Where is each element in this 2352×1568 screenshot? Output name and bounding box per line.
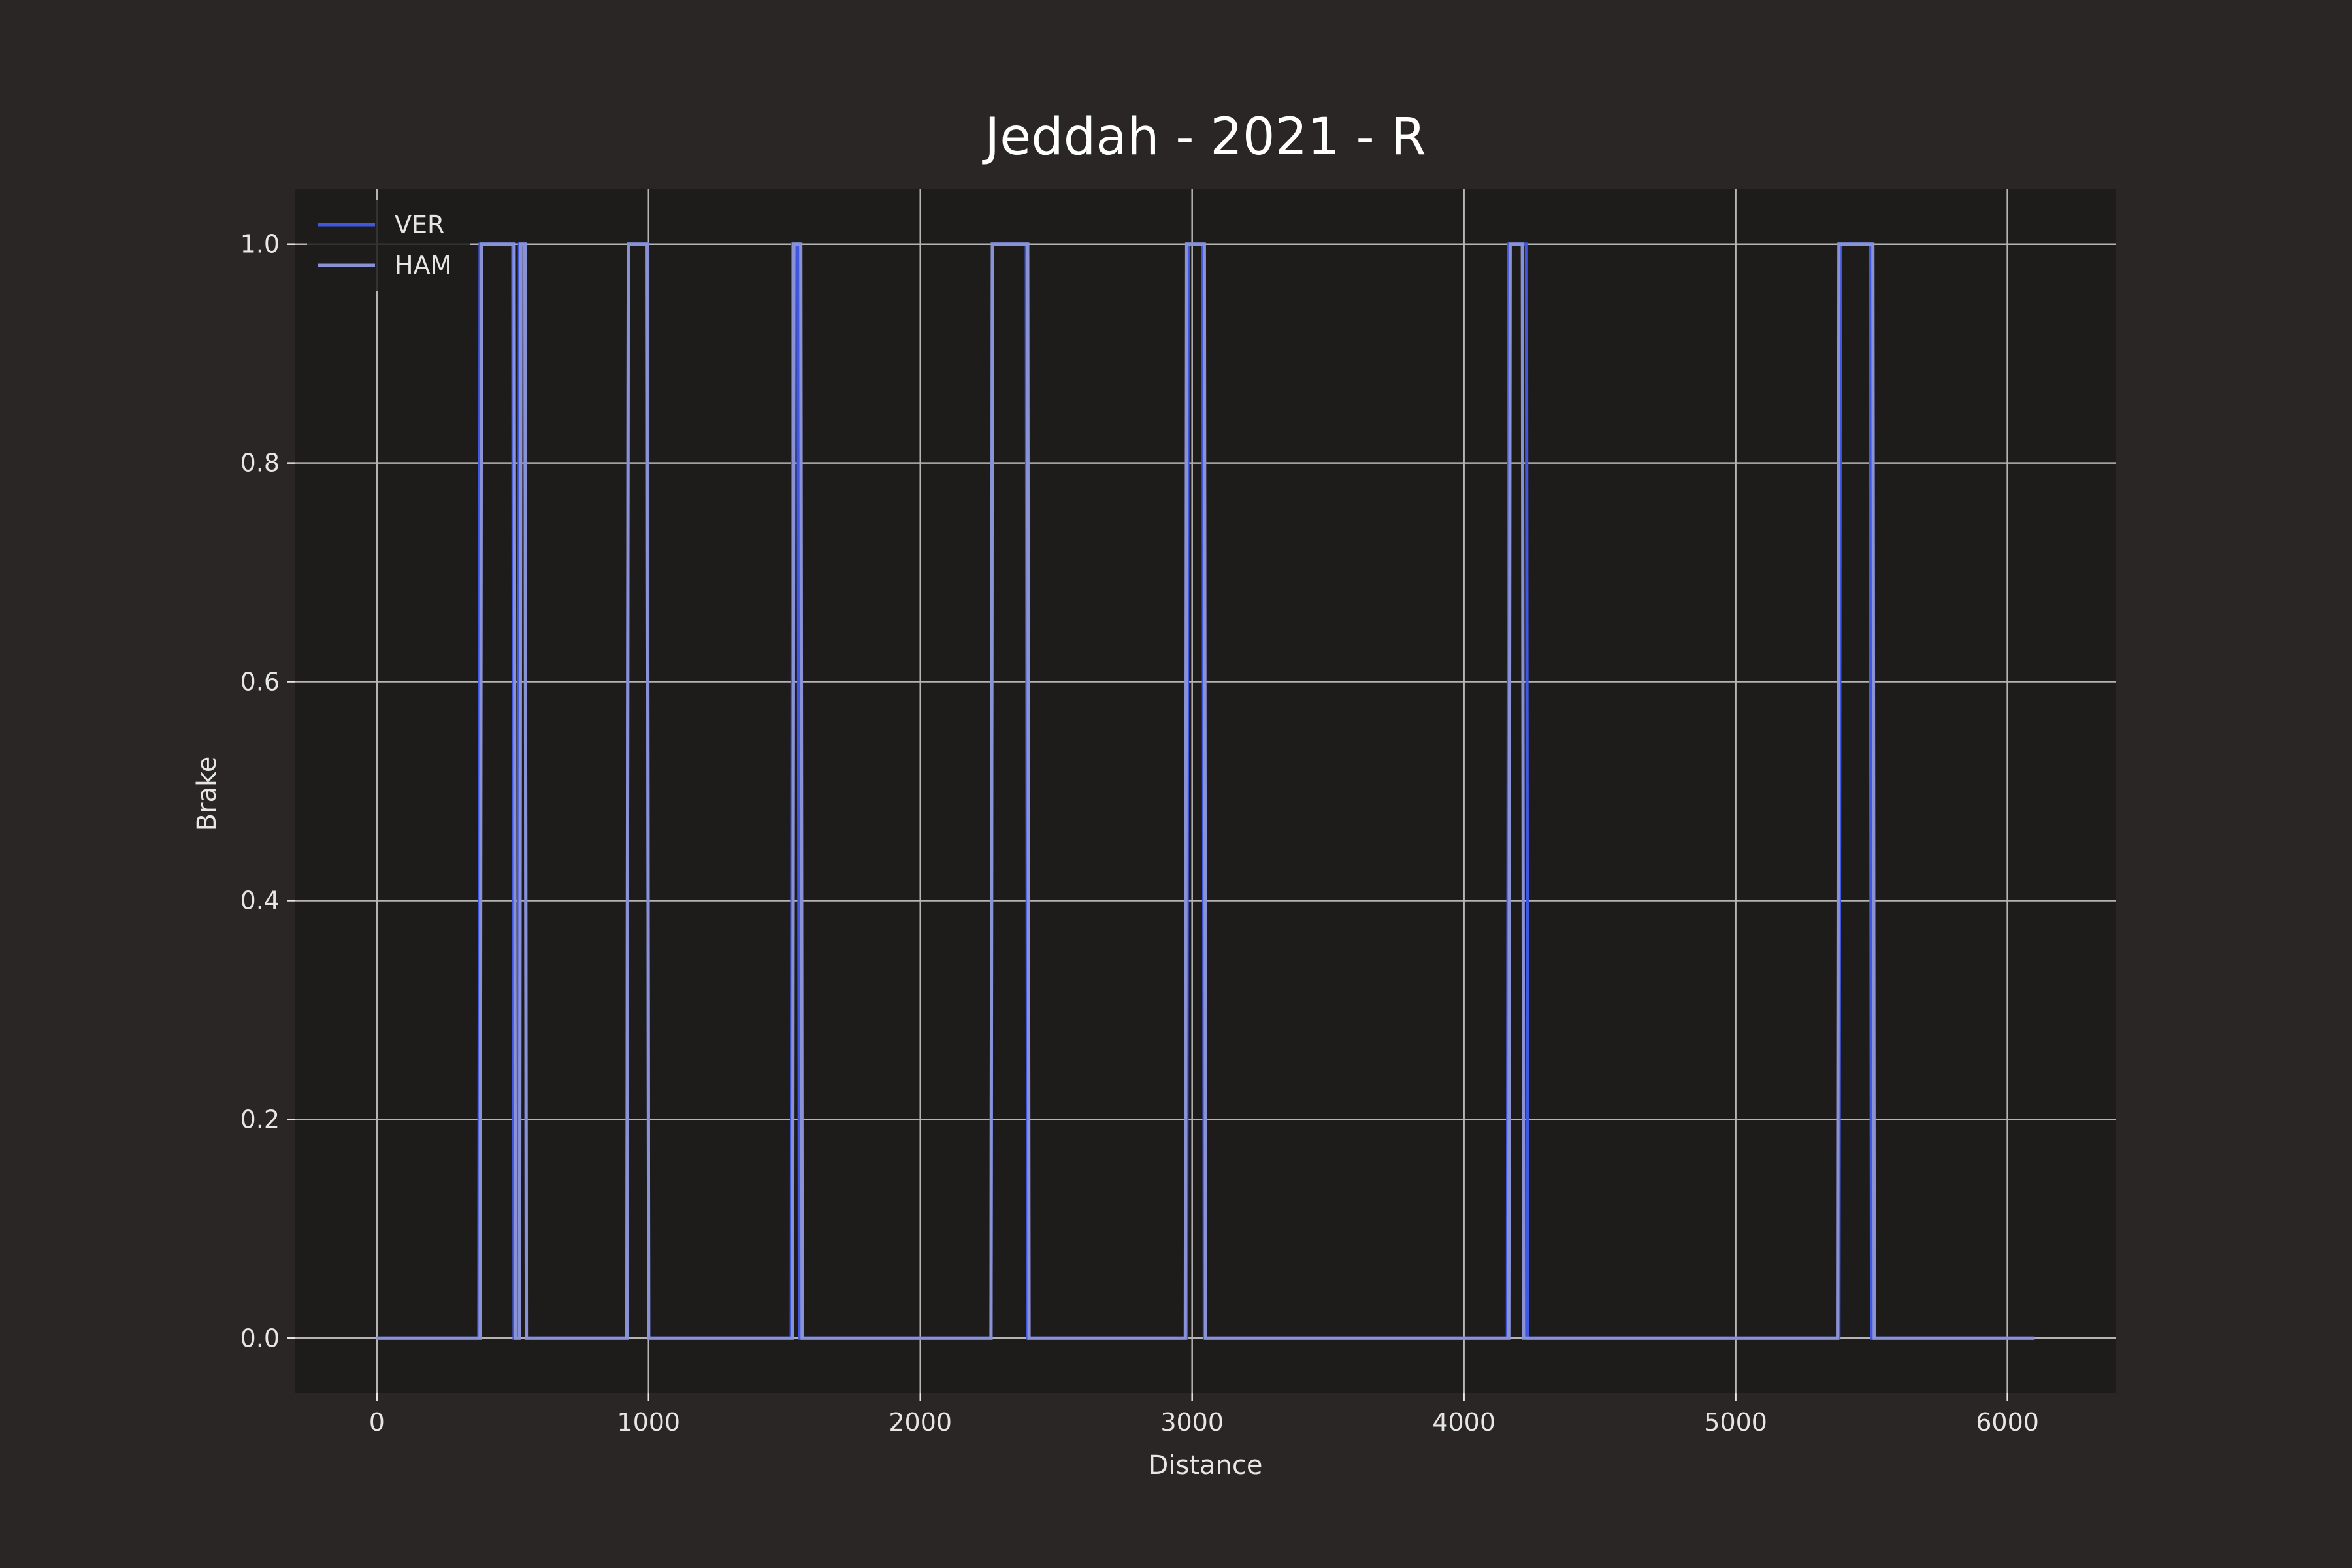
chart-title: Jeddah - 2021 - R [981,108,1426,167]
x-tick-label: 4000 [1432,1408,1495,1437]
x-tick-label: 5000 [1704,1408,1767,1437]
y-tick-label: 0.2 [240,1105,280,1134]
x-axis-label: Distance [1149,1450,1263,1480]
y-tick-label: 0.0 [240,1324,280,1352]
y-tick-label: 0.8 [240,449,280,478]
legend-label-ver: VER [395,210,444,239]
y-tick-label: 1.0 [240,230,280,259]
legend-label-ham: HAM [395,251,451,280]
x-axis-ticks: 0 1000 2000 3000 4000 5000 6000 [369,1393,2039,1437]
y-tick-label: 0.6 [240,668,280,696]
legend: VER HAM [307,200,470,291]
y-axis-ticks: 0.0 0.2 0.4 0.6 0.8 1.0 [240,230,295,1352]
x-tick-label: 6000 [1976,1408,2039,1437]
legend-box [307,200,470,291]
y-axis-label: Brake [192,757,222,832]
series-line-ham [376,242,2035,1340]
x-tick-label: 0 [369,1408,385,1437]
x-tick-label: 1000 [617,1408,680,1437]
x-tick-label: 3000 [1160,1408,1224,1437]
x-tick-label: 2000 [889,1408,952,1437]
series-lines [376,242,2035,1340]
y-tick-label: 0.4 [240,886,280,915]
